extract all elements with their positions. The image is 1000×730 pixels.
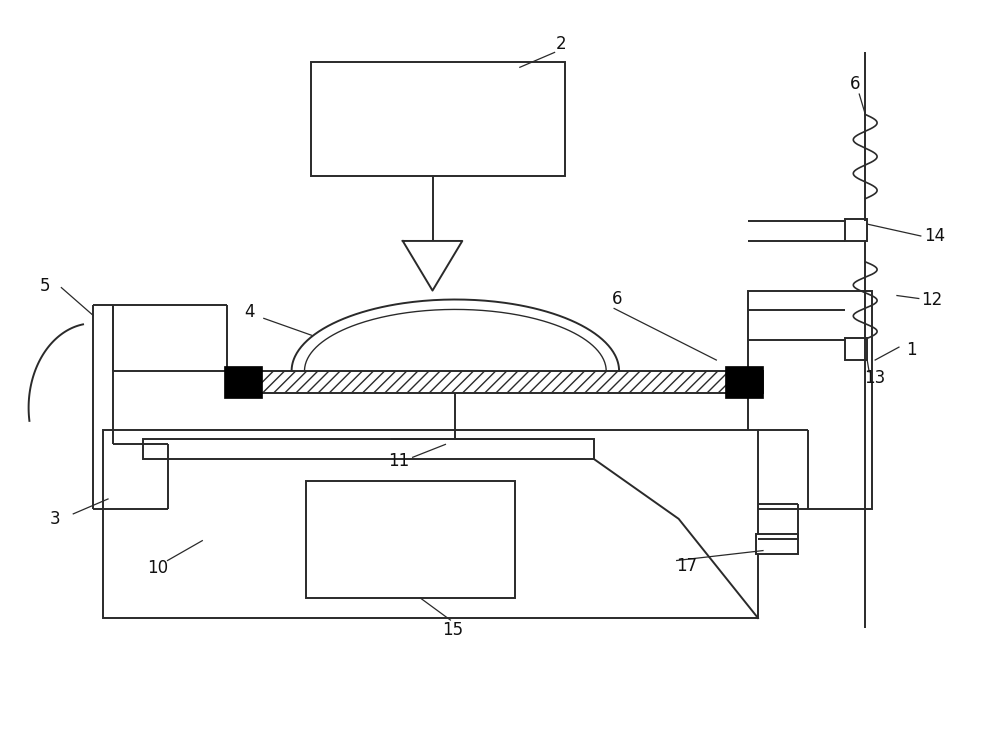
Text: 2: 2 bbox=[556, 36, 567, 53]
Text: 4: 4 bbox=[245, 304, 255, 321]
Text: 12: 12 bbox=[921, 291, 942, 310]
Text: 5: 5 bbox=[40, 277, 51, 295]
Bar bbox=[756, 534, 798, 553]
Text: 17: 17 bbox=[676, 558, 697, 575]
Bar bbox=[845, 219, 867, 241]
Text: 6: 6 bbox=[612, 290, 622, 307]
Bar bbox=[748, 291, 872, 509]
Text: 1: 1 bbox=[907, 341, 917, 359]
Bar bbox=[224, 366, 262, 398]
Text: 11: 11 bbox=[388, 453, 409, 470]
Bar bbox=[311, 62, 565, 177]
Polygon shape bbox=[403, 241, 462, 291]
Text: 6: 6 bbox=[850, 75, 861, 93]
Bar bbox=[845, 338, 867, 360]
Bar bbox=[103, 429, 758, 618]
Text: 10: 10 bbox=[147, 559, 168, 577]
Bar bbox=[725, 366, 763, 398]
Text: 14: 14 bbox=[924, 227, 945, 245]
Text: 3: 3 bbox=[50, 510, 61, 528]
Text: 13: 13 bbox=[864, 369, 886, 387]
Bar bbox=[232, 371, 763, 393]
Bar bbox=[143, 439, 594, 459]
Text: 15: 15 bbox=[442, 621, 463, 639]
Bar bbox=[306, 481, 515, 598]
